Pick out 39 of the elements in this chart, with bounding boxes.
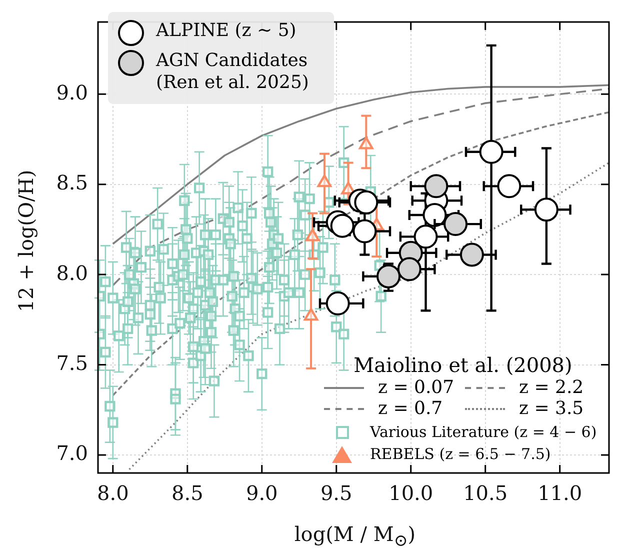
point [444, 212, 468, 236]
legend-label: z = 0.07 [378, 377, 454, 398]
y-tick-label: 7.0 [56, 441, 88, 466]
point [424, 174, 448, 198]
x-axis-title: log(M / M$_{⊙}$) [294, 522, 416, 550]
point [479, 140, 504, 164]
point [414, 224, 438, 249]
legend-label: ALPINE (z ∼ 5) [156, 20, 298, 42]
point [352, 219, 377, 244]
y-tick-label: 9.0 [56, 80, 88, 104]
line-series [128, 162, 609, 470]
legend-label: AGN Candidates (Ren et al. 2025) [156, 50, 310, 94]
legend-label: z = 2.2 [519, 377, 584, 398]
y-tick-label: 8.5 [56, 170, 88, 195]
legend-label: REBELS (z = 6.5 − 7.5) [370, 445, 551, 463]
y-tick-label: 7.5 [56, 350, 88, 375]
x-tick-label: 9.5 [320, 481, 352, 506]
point [376, 264, 401, 288]
legend-label: z = 3.5 [519, 398, 584, 419]
y-axis-title: 12 + log(O/H) [14, 169, 38, 312]
x-tick-label: 10.5 [463, 481, 508, 506]
x-tick-label: 10.0 [388, 481, 434, 506]
legend-title: Maiolino et al. (2008) [352, 353, 574, 377]
x-tick-label: 11.0 [538, 481, 582, 506]
point [497, 174, 522, 198]
point [422, 203, 447, 228]
point [534, 198, 558, 222]
x-tick-label: 8.0 [96, 481, 129, 506]
point [397, 257, 422, 282]
point [354, 190, 378, 214]
legend-label: z = 0.7 [378, 398, 443, 419]
line-series [112, 111, 609, 396]
point [326, 291, 350, 316]
x-tick-label: 8.5 [171, 481, 204, 506]
y-tick-label: 8.0 [56, 260, 88, 285]
point [330, 214, 354, 238]
x-tick-label: 9.0 [246, 481, 278, 506]
point [460, 242, 484, 267]
legend-label: Various Literature (z = 4 − 6) [370, 423, 597, 441]
